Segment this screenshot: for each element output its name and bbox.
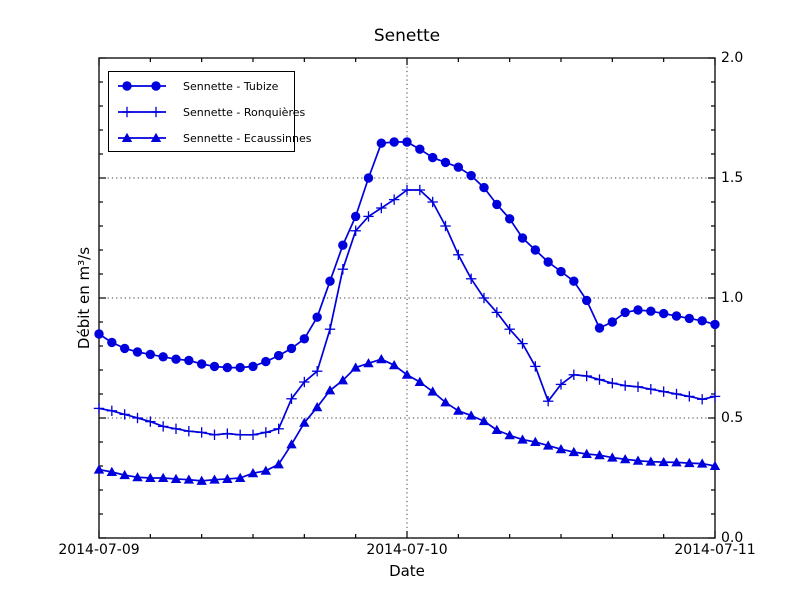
legend-entry-ecaussinnes: Sennette - Ecaussinnes: [109, 125, 312, 151]
legend-marker-plus-icon: [118, 106, 166, 118]
legend-entry-tubize: Sennette - Tubize: [109, 73, 294, 99]
gridlines: [99, 58, 715, 538]
legend-label: Sennette - Ronquières: [183, 105, 306, 119]
legend-label: Sennette - Ecaussinnes: [183, 131, 312, 145]
legend-box: Sennette - Tubize Sennette - Ronquières …: [108, 71, 312, 152]
y-axis-label: Débit en m³/s: [75, 246, 93, 350]
legend-marker-triangle-icon: [118, 132, 166, 142]
series-tubize: [94, 137, 720, 373]
legend-entry-ronquieres: Sennette - Ronquières: [109, 99, 305, 125]
axis-ticks: [98, 57, 716, 539]
y-tick-label-2-0: 2.0: [721, 50, 744, 66]
x-axis-label: Date: [389, 562, 425, 580]
y-tick-label-0-0: 0.0: [721, 530, 744, 546]
x-tick-label-2014-07-09: 2014-07-09: [58, 542, 140, 558]
series-ecaussinnes-markers: [93, 354, 721, 485]
y-tick-label-1-5: 1.5: [721, 170, 744, 186]
series-ronquieres-markers: [93, 184, 721, 440]
legend-label: Sennette - Tubize: [183, 79, 279, 93]
chart-title: Senette: [373, 26, 441, 46]
y-tick-label-0-5: 0.5: [721, 410, 744, 426]
y-tick-label-1-0: 1.0: [721, 290, 744, 306]
plot-border: [98, 57, 716, 539]
x-tick-label-2014-07-11: 2014-07-11: [674, 542, 756, 558]
series-ronquieres: [93, 184, 721, 440]
x-tick-label-2014-07-10: 2014-07-10: [366, 542, 448, 558]
series-ecaussinnes: [93, 354, 721, 485]
series-tubize-markers: [94, 137, 720, 373]
legend-marker-circle-icon: [118, 81, 166, 91]
